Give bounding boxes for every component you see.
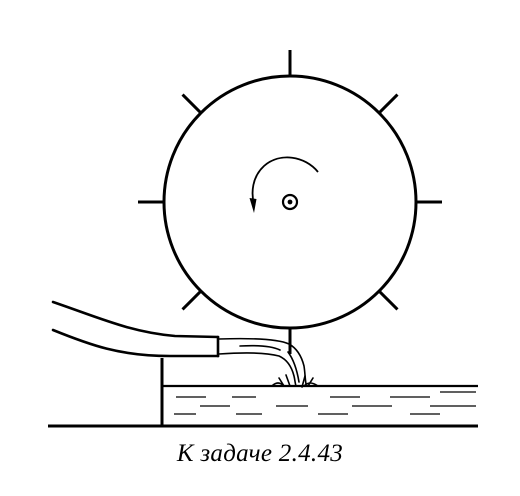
chute bbox=[51, 300, 220, 358]
chute-bottom-edge bbox=[51, 328, 220, 358]
axle-icon bbox=[281, 193, 299, 211]
chute-top-edge bbox=[51, 300, 220, 339]
reservoir bbox=[48, 358, 478, 428]
water-jet bbox=[218, 337, 319, 388]
wheel-paddle bbox=[181, 93, 202, 114]
figure-caption: К задаче 2.4.43 bbox=[176, 440, 344, 467]
wheel-paddle bbox=[181, 290, 202, 311]
rotation-arrow-icon bbox=[249, 156, 319, 213]
water-ripples bbox=[174, 391, 476, 415]
wheel-paddle bbox=[378, 93, 399, 114]
wheel-paddle bbox=[378, 290, 399, 311]
water-wheel-diagram bbox=[48, 50, 478, 428]
